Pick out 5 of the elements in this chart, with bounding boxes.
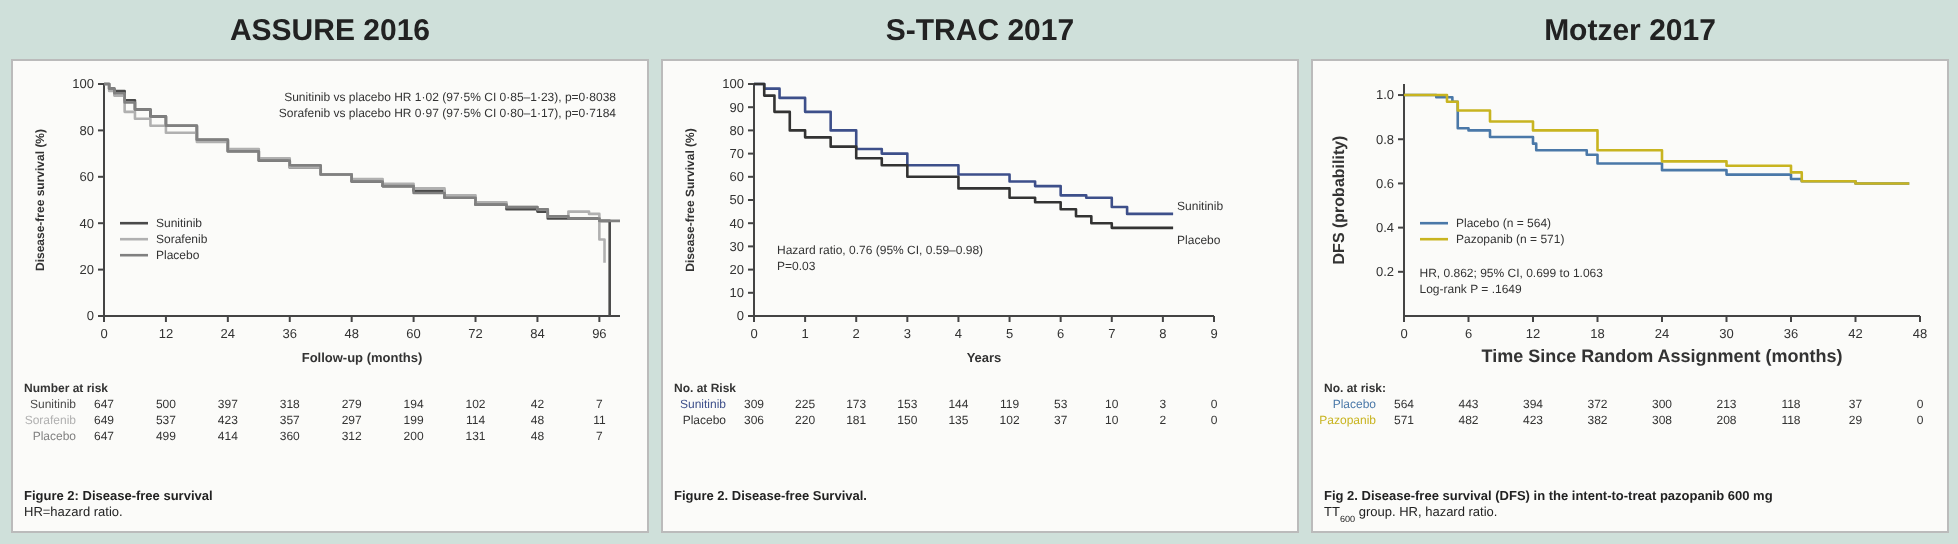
y-axis-title: DFS (probability): [1330, 134, 1348, 265]
chart-title: Motzer 2017: [1544, 14, 1716, 48]
chart-title: ASSURE 2016: [229, 14, 431, 48]
x-axis-title: Time Since Random Assignment (months): [1481, 346, 1843, 366]
chart-title: S-TRAC 2017: [885, 14, 1075, 48]
